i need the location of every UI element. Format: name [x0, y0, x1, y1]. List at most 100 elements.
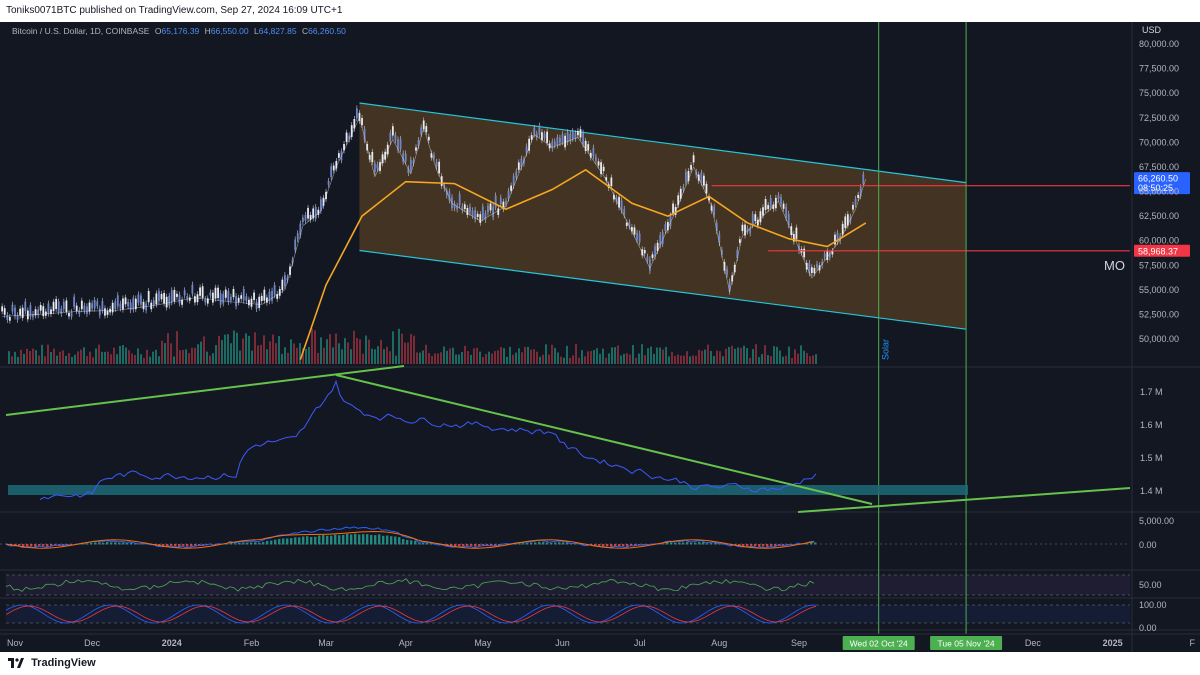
macd-histogram-bar	[26, 544, 29, 547]
candle-body	[767, 205, 770, 210]
macd-histogram-bar	[802, 543, 805, 545]
volume-bar	[302, 347, 304, 364]
volume-bar	[131, 353, 133, 364]
candle-body	[183, 290, 186, 296]
candle-body	[705, 183, 708, 194]
volume-bar	[332, 347, 334, 364]
candle-body	[646, 256, 649, 261]
candle-body	[489, 203, 492, 211]
macd-histogram-bar	[334, 534, 337, 545]
candle-body	[435, 161, 438, 167]
volume-bar	[284, 347, 286, 364]
macd-histogram-bar	[294, 537, 297, 545]
candle-body	[618, 196, 620, 208]
candle-body	[512, 176, 515, 186]
candle-body	[528, 138, 530, 151]
candle-body	[507, 190, 510, 199]
volume-bar	[557, 352, 559, 364]
volume-bar	[35, 350, 37, 364]
macd-histogram-bar	[42, 544, 45, 546]
candle-body	[505, 200, 507, 205]
channel-upper-line[interactable]	[359, 102, 967, 184]
candle-body	[476, 213, 479, 218]
macd-histogram-bar	[234, 543, 237, 545]
candle-body	[319, 199, 322, 211]
candle-body	[466, 207, 469, 216]
x-tick-label: May	[474, 638, 492, 648]
candle-body	[744, 224, 746, 236]
candle-body	[258, 296, 261, 308]
volume-bar	[752, 349, 754, 364]
macd-histogram-bar	[326, 535, 329, 545]
volume-bar	[782, 356, 784, 364]
macd-histogram-bar	[430, 543, 433, 545]
obv-line	[39, 379, 817, 500]
candle-body	[363, 128, 366, 141]
macd-histogram-bar	[574, 543, 577, 545]
macd-histogram-bar	[242, 542, 245, 545]
volume-bar	[437, 353, 439, 364]
low-key: L	[254, 26, 259, 36]
macd-histogram-bar	[370, 534, 373, 545]
publisher-line: Toniks0071BTC published on TradingView.c…	[6, 5, 343, 16]
level-badge-label: 58,968.37	[1138, 246, 1178, 256]
macd-histogram-bar	[678, 542, 681, 545]
volume-bar	[371, 348, 373, 364]
obv-uptrend-line[interactable]	[5, 365, 405, 416]
macd-histogram-bar	[674, 542, 677, 545]
macd-histogram-bar	[806, 543, 809, 545]
candle-body	[96, 301, 99, 307]
volume-bar	[761, 354, 763, 364]
candle-body	[474, 210, 477, 220]
obv-breakout-line[interactable]	[797, 487, 1131, 513]
volume-bar	[320, 337, 322, 364]
ema-line[interactable]	[299, 168, 867, 360]
volume-bar	[233, 330, 235, 364]
candle-body	[104, 308, 106, 316]
macd-histogram-bar	[670, 542, 673, 545]
macd-histogram-bar	[122, 542, 125, 545]
macd-histogram-bar	[198, 544, 201, 546]
candle-body	[687, 171, 690, 182]
macd-histogram-bar	[490, 544, 493, 546]
candle-body	[597, 161, 600, 166]
volume-bar	[548, 354, 550, 364]
candle-body	[19, 308, 22, 316]
candle-body	[86, 306, 88, 314]
candle-body	[499, 197, 502, 205]
macd-histogram-bar	[318, 535, 321, 545]
volume-bar	[236, 332, 238, 364]
x-tick-label: Nov	[7, 638, 24, 648]
candle-body	[235, 296, 237, 307]
volume-bar	[677, 354, 679, 364]
macd-histogram-bar	[94, 542, 97, 545]
candle-body	[240, 295, 243, 299]
channel-lower-line[interactable]	[359, 249, 967, 330]
stoch-tick-label: 100.00	[1139, 600, 1167, 610]
candle-body	[14, 307, 16, 317]
macd-histogram-bar	[102, 542, 105, 545]
volume-bar	[350, 349, 352, 364]
volume-bar	[518, 348, 520, 364]
macd-histogram-bar	[18, 544, 21, 546]
volume-bar	[230, 343, 232, 364]
macd-histogram-bar	[98, 542, 101, 545]
x-tick-label: Apr	[399, 638, 413, 648]
volume-bar	[311, 328, 313, 364]
candle-body	[188, 297, 191, 301]
volume-bar	[680, 355, 682, 364]
candle-body	[795, 227, 798, 239]
volume-bar	[656, 347, 658, 364]
volume-bar	[164, 343, 166, 364]
volume-bar	[251, 350, 253, 364]
candle-body	[381, 154, 384, 164]
candle-body	[487, 205, 489, 213]
volume-bar	[242, 338, 244, 364]
symbol-name: Bitcoin / U.S. Dollar, 1D, COINBASE	[12, 26, 150, 36]
obv-downtrend-line[interactable]	[335, 374, 873, 505]
obv-tick-label: 1.7 M	[1140, 387, 1163, 397]
volume-bar	[632, 345, 634, 364]
macd-histogram-bar	[422, 542, 425, 545]
candle-body	[404, 153, 407, 162]
